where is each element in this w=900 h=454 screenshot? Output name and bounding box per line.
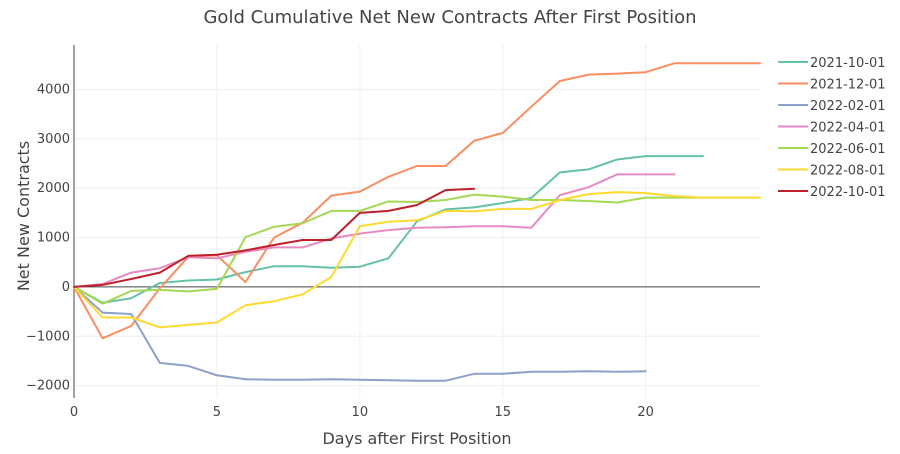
series-line-2021-12-01 [73, 62, 761, 340]
series-line-2022-06-01 [73, 193, 761, 305]
legend-item[interactable]: 2021-10-01 [778, 56, 886, 71]
x-tick-label: 10 [352, 405, 369, 420]
series-line-2022-04-01 [73, 173, 676, 288]
legend-item[interactable]: 2022-06-01 [778, 142, 886, 157]
legend-item[interactable]: 2022-04-01 [778, 121, 886, 136]
gridlines [74, 45, 760, 398]
y-tick-label: −1000 [26, 329, 70, 344]
series-line-2021-10-01 [73, 155, 704, 304]
y-tick-label: 3000 [37, 132, 70, 147]
x-tick-label: 5 [213, 405, 221, 420]
legend-label: 2022-02-01 [810, 99, 886, 114]
legend-item[interactable]: 2022-02-01 [778, 99, 886, 114]
series-lines [73, 62, 761, 382]
chart-title: Gold Cumulative Net New Contracts After … [203, 7, 696, 28]
axes: 0 5 10 15 20 −2000 −1000 0 1000 2000 3000 4000 [26, 45, 760, 420]
legend-item[interactable]: 2022-10-01 [778, 185, 886, 200]
y-tick-label: 2000 [37, 181, 70, 196]
y-axis-label: Net New Contracts [14, 141, 33, 291]
legend-label: 2022-10-01 [810, 185, 886, 200]
series-line-2022-02-01 [73, 285, 647, 382]
x-tick-label: 20 [637, 405, 654, 420]
legend-item[interactable]: 2022-08-01 [778, 164, 886, 179]
legend-label: 2021-12-01 [810, 78, 886, 93]
y-tick-label: 1000 [37, 231, 70, 246]
y-tick-label: 4000 [37, 82, 70, 97]
legend-label: 2022-08-01 [810, 164, 886, 179]
x-tick-label: 0 [70, 405, 78, 420]
x-axis-label: Days after First Position [322, 429, 511, 448]
legend: 2021-10-01 2021-12-01 2022-02-01 2022-04-01… [778, 56, 886, 200]
x-tick-label: 15 [494, 405, 511, 420]
legend-item[interactable]: 2021-12-01 [778, 78, 886, 93]
series-line-2022-10-01 [73, 187, 476, 288]
legend-label: 2022-04-01 [810, 121, 886, 136]
series-line-2022-08-01 [73, 191, 761, 329]
legend-label: 2022-06-01 [810, 142, 886, 157]
y-tick-label: −2000 [26, 379, 70, 394]
legend-label: 2021-10-01 [810, 56, 886, 71]
y-tick-label: 0 [62, 280, 70, 295]
